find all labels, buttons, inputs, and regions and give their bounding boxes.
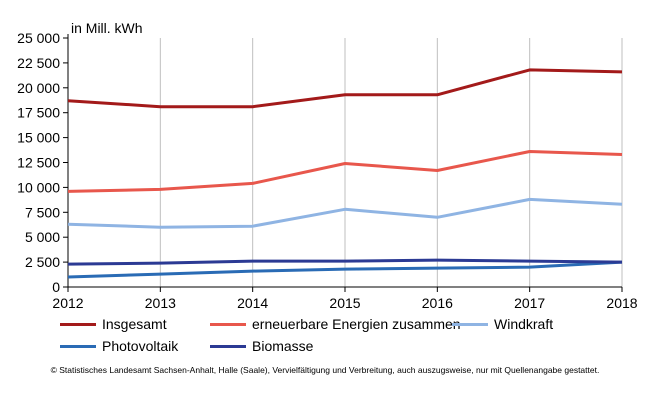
x-tick-label-2014: 2014	[237, 295, 268, 310]
legend-swatch-erneuerbare	[210, 322, 246, 326]
series-line-photovoltaik	[67, 260, 623, 279]
x-tick-label-2012: 2012	[52, 295, 83, 310]
y-tick-label-22500: 22 500	[17, 55, 60, 71]
y-tick-label-2500: 2 500	[25, 254, 60, 270]
legend-label-windkraft: Windkraft	[494, 316, 554, 332]
legend-label-erneuerbare: erneuerbare Energien zusammen	[252, 316, 461, 332]
legend-swatch-insgesamt	[60, 322, 96, 326]
y-tick-label-5000: 5 000	[25, 229, 60, 245]
y-tick-label-25000: 25 000	[17, 30, 60, 46]
legend-item-windkraft: Windkraft	[452, 316, 553, 332]
y-tick-label-12500: 12 500	[17, 155, 60, 171]
legend-swatch-biomasse	[210, 344, 246, 348]
y-tick-label-20000: 20 000	[17, 80, 60, 96]
copyright-notice: © Statistisches Landesamt Sachsen-Anhalt…	[50, 365, 600, 375]
x-tick-label-2017: 2017	[514, 295, 545, 310]
y-unit-label: in Mill. kWh	[71, 20, 143, 36]
legend-label-insgesamt: Insgesamt	[102, 316, 167, 332]
series-line-biomasse	[67, 258, 623, 266]
legend-item-erneuerbare: erneuerbare Energien zusammen	[210, 316, 461, 332]
line-chart: 0 2 500 5 000 7 500 10 000 12 500 15 000 17 500…	[17, 20, 638, 310]
y-tick-label-0: 0	[52, 279, 60, 295]
x-tick-label-2018: 2018	[606, 295, 637, 310]
y-tick-label-10000: 10 000	[17, 179, 60, 195]
x-tick-label-2016: 2016	[422, 295, 453, 310]
y-tick-label-15000: 15 000	[17, 130, 60, 146]
legend-swatch-photovoltaik	[60, 344, 96, 348]
legend-item-biomasse: Biomasse	[210, 338, 313, 354]
x-tick-label-2015: 2015	[329, 295, 360, 310]
legend-item-insgesamt: Insgesamt	[60, 316, 167, 332]
x-tick-label-2013: 2013	[145, 295, 176, 310]
legend-item-photovoltaik: Photovoltaik	[60, 338, 178, 354]
series-line-windkraft	[67, 197, 623, 229]
series-line-erneuerbare-energien-zusammen	[67, 150, 623, 193]
legend-label-photovoltaik: Photovoltaik	[102, 338, 179, 354]
legend-swatch-windkraft	[452, 322, 488, 326]
series-line-insgesamt	[67, 68, 623, 109]
legend-label-biomasse: Biomasse	[252, 338, 314, 354]
y-tick-label-7500: 7 500	[25, 204, 60, 220]
y-tick-label-17500: 17 500	[17, 105, 60, 121]
